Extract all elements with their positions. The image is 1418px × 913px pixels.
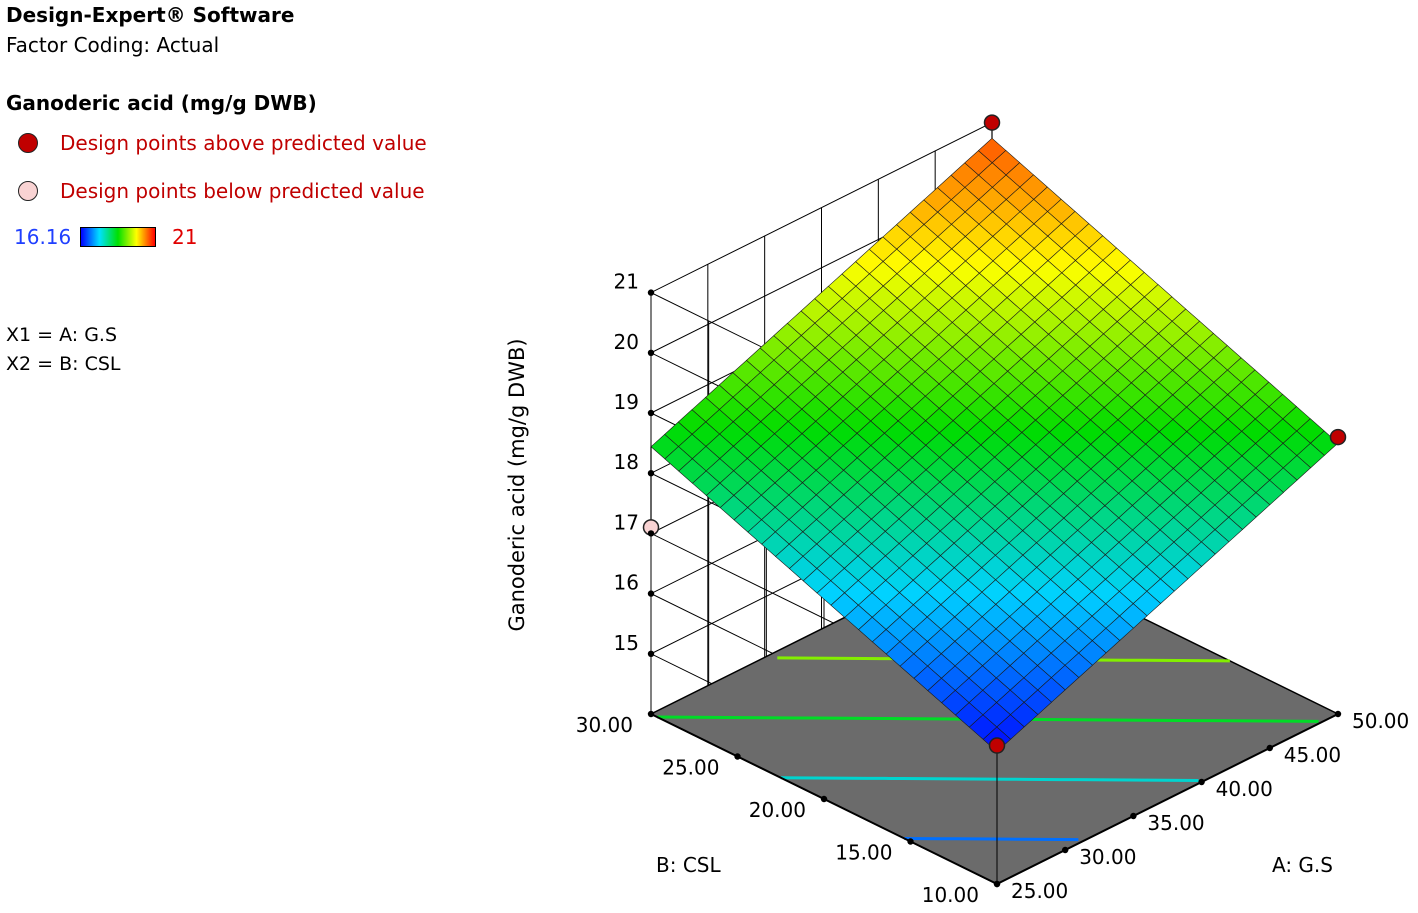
software-title: Design-Expert® Software (6, 3, 295, 27)
a-tick-label: 50.00 (1352, 709, 1409, 733)
b-tick-mark (734, 753, 741, 760)
b-tick-label: 15.00 (835, 841, 892, 865)
a-tick-mark (1130, 812, 1137, 820)
z-tick-mark (647, 409, 655, 417)
z-tick-mark (647, 530, 655, 537)
factor-x2: X2 = B: CSL (6, 353, 121, 375)
color-scale-bar (80, 227, 156, 247)
a-tick-mark (1198, 778, 1205, 786)
a-tick-label: 25.00 (1011, 879, 1068, 903)
color-scale: 16.16 21 (14, 225, 197, 249)
z-tick-label: 17 (614, 510, 639, 534)
color-scale-max: 21 (172, 225, 198, 249)
z-tick-label: 18 (614, 450, 639, 474)
design-point-above (1329, 428, 1347, 446)
b-tick-label: 10.00 (922, 883, 979, 907)
z-tick-mark (647, 470, 655, 477)
color-scale-min: 16.16 (14, 225, 72, 249)
z-tick-label: 15 (614, 631, 639, 655)
a-tick-mark (1266, 744, 1274, 752)
b-tick-label: 20.00 (749, 798, 806, 822)
b-tick-mark (647, 710, 655, 718)
z-tick-label: 21 (614, 270, 639, 294)
factor-coding-label: Factor Coding: Actual (6, 33, 220, 57)
b-axis-title: B: CSL (656, 853, 721, 877)
a-tick-mark (1062, 846, 1069, 854)
legend-panel: Design-Expert® Software Factor Coding: A… (0, 0, 470, 420)
legend-above-label: Design points above predicted value (60, 131, 427, 155)
legend-below: Design points below predicted value (18, 179, 425, 203)
b-tick-label: 25.00 (662, 756, 719, 780)
z-tick-label: 20 (614, 330, 639, 354)
z-tick-mark (647, 590, 655, 597)
a-axis-title: A: G.S (1272, 853, 1333, 877)
b-tick-label: 30.00 (576, 713, 633, 737)
floor-contour-line (904, 836, 1079, 842)
a-tick-label: 45.00 (1284, 743, 1341, 767)
design-point-above (988, 737, 1006, 754)
z-tick-label: 16 (614, 571, 639, 595)
z-tick-mark (647, 650, 655, 657)
a-tick-label: 40.00 (1216, 777, 1273, 801)
b-tick-mark (820, 795, 828, 803)
design-point-below-marker (18, 181, 38, 201)
design-point-above (983, 114, 1001, 131)
a-tick-label: 35.00 (1147, 811, 1204, 835)
z-tick-mark (647, 289, 655, 296)
factor-x1: X1 = A: G.S (6, 324, 118, 346)
z-axis-title: Ganoderic acid (mg/g DWB) (505, 338, 529, 631)
legend-above: Design points above predicted value (18, 131, 427, 155)
a-tick-label: 30.00 (1079, 845, 1136, 869)
legend-below-label: Design points below predicted value (60, 179, 425, 203)
floor-contour-line (780, 776, 1199, 782)
b-tick-mark (907, 838, 914, 845)
z-tick-label: 19 (614, 390, 639, 414)
b-tick-mark (993, 880, 1001, 888)
z-tick-mark (647, 349, 655, 356)
a-tick-mark (1334, 710, 1342, 718)
a-axis-line (996, 713, 1339, 885)
response-title: Ganoderic acid (mg/g DWB) (6, 91, 317, 115)
design-point-above-marker (18, 133, 38, 153)
